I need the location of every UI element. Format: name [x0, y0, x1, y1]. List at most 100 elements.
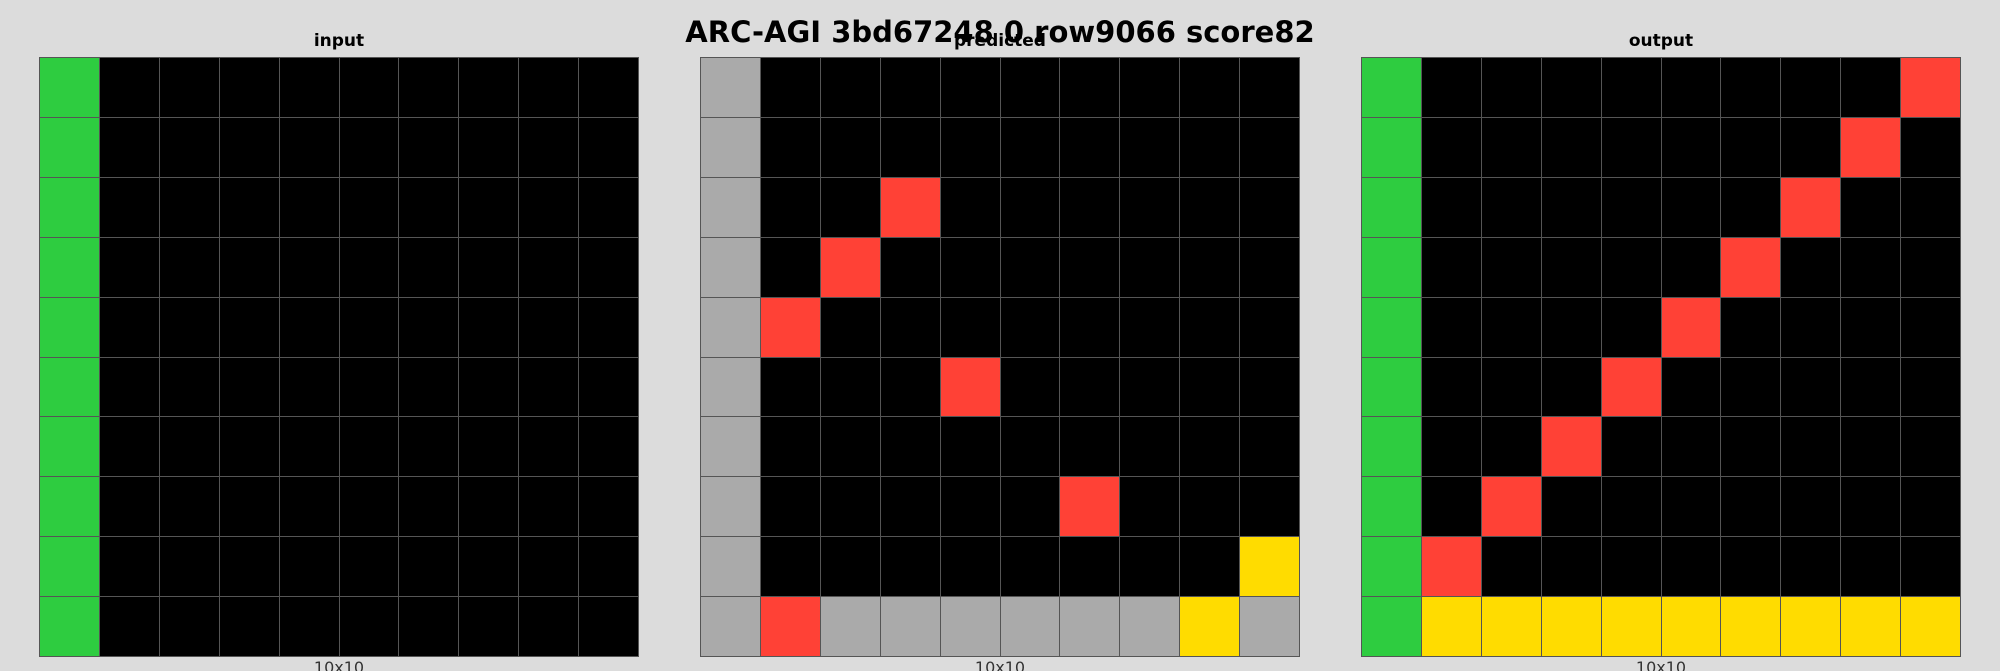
grid-cell: [519, 357, 579, 417]
grid-cell: [159, 177, 219, 237]
grid-cell: [1541, 537, 1601, 597]
grid-cell: [701, 237, 760, 297]
grid-cell: [940, 537, 1000, 597]
grid-cell: [159, 58, 219, 117]
grid-cell: [459, 117, 519, 177]
grid-cell: [1781, 177, 1841, 237]
grid-cell: [219, 477, 279, 537]
grid-cell: [1421, 117, 1481, 177]
grid-cell: [1601, 477, 1661, 537]
panel-title-predicted: predicted: [954, 31, 1046, 51]
grid-cell: [820, 237, 880, 297]
panel-title-input: input: [313, 31, 365, 51]
grid-cell: [459, 177, 519, 237]
grid-cell: [1481, 597, 1541, 656]
grid-cell: [40, 177, 99, 237]
grid-cell: [1781, 477, 1841, 537]
grid-cell: [399, 537, 459, 597]
grid-cell: [760, 297, 820, 357]
grid-cell: [701, 58, 760, 117]
grid-cell: [159, 477, 219, 537]
grid-cell: [1841, 117, 1901, 177]
grid-cell: [1000, 597, 1060, 656]
grid-cell: [1120, 297, 1180, 357]
grid-cell: [219, 58, 279, 117]
grid-cell: [399, 117, 459, 177]
grid-cell: [1362, 237, 1421, 297]
grid-cell: [1781, 537, 1841, 597]
grid-cell: [1481, 417, 1541, 477]
grid-cell: [1060, 357, 1120, 417]
grid-cell: [1841, 58, 1901, 117]
grid-cell: [1901, 117, 1960, 177]
grid-cell: [519, 597, 579, 656]
grid-cell: [1240, 177, 1299, 237]
grid-cell: [880, 117, 940, 177]
grid-cell: [1601, 237, 1661, 297]
grid-cell: [940, 117, 1000, 177]
grid-cell: [760, 177, 820, 237]
grid-cell: [1601, 357, 1661, 417]
grid-cell: [1721, 537, 1781, 597]
grid-cell: [1901, 597, 1960, 656]
grid-cell: [159, 537, 219, 597]
grid-cell: [99, 117, 159, 177]
grid-cell: [940, 177, 1000, 237]
grid-cell: [1421, 177, 1481, 237]
grid-cell: [1901, 477, 1960, 537]
grid-cell: [1180, 58, 1240, 117]
grid-cell: [1661, 357, 1721, 417]
grid-cell: [579, 237, 638, 297]
grid-cell: [880, 357, 940, 417]
grid-cell: [1721, 297, 1781, 357]
grid-cell: [99, 58, 159, 117]
grid-cell: [1000, 417, 1060, 477]
grid-cell: [1721, 177, 1781, 237]
grid-cell: [159, 417, 219, 477]
grid-cell: [1362, 477, 1421, 537]
grid-cell: [760, 477, 820, 537]
grid-cell: [519, 417, 579, 477]
grid-cell: [579, 417, 638, 477]
grid-cell: [279, 117, 339, 177]
grid-cell: [1060, 237, 1120, 297]
grid-cell: [1541, 597, 1601, 656]
grid-cell: [1901, 177, 1960, 237]
grid-cell: [159, 597, 219, 656]
grid-cell: [1721, 477, 1781, 537]
grid-cell: [579, 537, 638, 597]
grid-cell: [940, 357, 1000, 417]
grid-cell: [940, 297, 1000, 357]
grid-cell: [1362, 537, 1421, 597]
grid-cell: [1601, 417, 1661, 477]
grid-cell: [459, 537, 519, 597]
grid-cell: [1120, 537, 1180, 597]
grid-cell: [1362, 297, 1421, 357]
grid-cell: [1841, 297, 1901, 357]
grid-cell: [519, 177, 579, 237]
grid-cell: [701, 177, 760, 237]
grid-cell: [1421, 417, 1481, 477]
grid-cell: [940, 237, 1000, 297]
grid-cell: [1841, 537, 1901, 597]
grid-cell: [459, 417, 519, 477]
grid-cell: [459, 58, 519, 117]
grid-cell: [579, 597, 638, 656]
grid-cell: [1841, 357, 1901, 417]
grid-cell: [1481, 117, 1541, 177]
grid-cell: [820, 537, 880, 597]
grid-cell: [1601, 117, 1661, 177]
grid-cell: [219, 237, 279, 297]
grid-cell: [1421, 58, 1481, 117]
grid-cell: [99, 477, 159, 537]
grid-cell: [880, 177, 940, 237]
grid-cell: [701, 117, 760, 177]
grid-cell: [820, 417, 880, 477]
grid-cell: [1240, 477, 1299, 537]
grid-cell: [1240, 297, 1299, 357]
grid-size-predicted: 10x10: [974, 658, 1026, 671]
grid-cell: [1120, 417, 1180, 477]
grid-cell: [1541, 237, 1601, 297]
grid-cell: [760, 117, 820, 177]
grid-cell: [760, 357, 820, 417]
